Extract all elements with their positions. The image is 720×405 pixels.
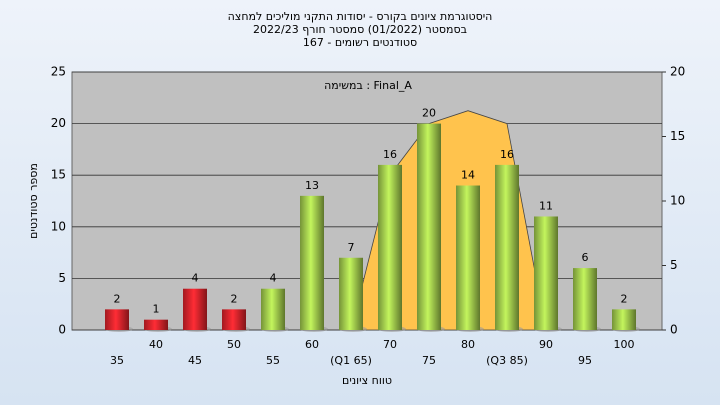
value-label: 1	[153, 303, 160, 316]
x-tick-label: 50	[227, 338, 241, 351]
bar	[534, 216, 558, 330]
bar	[417, 123, 441, 330]
x-axis-label: טווח ציונים	[342, 374, 392, 387]
value-label: 4	[270, 272, 277, 285]
bar	[261, 288, 285, 330]
y-axis-label: מספר סטודנטים	[27, 163, 40, 239]
value-label: 14	[461, 169, 475, 182]
y-tick-label: 15	[51, 168, 66, 182]
value-label: 4	[192, 272, 199, 285]
x-tick-label: 100	[614, 338, 635, 351]
y2-tick-label: 20	[670, 65, 685, 79]
bar	[183, 288, 207, 330]
x-tick-label: 35	[110, 354, 124, 367]
x-tick-label: 75	[422, 354, 436, 367]
value-label: 6	[582, 251, 589, 264]
x-tick-label: 80	[461, 338, 475, 351]
bar	[378, 164, 402, 330]
value-label: 2	[621, 292, 628, 305]
value-label: 16	[500, 148, 514, 161]
bar	[456, 185, 480, 330]
x-tick-label: 55	[266, 354, 280, 367]
y-tick-label: 20	[51, 116, 66, 130]
y-tick-label: 25	[51, 65, 66, 79]
bar	[573, 268, 597, 330]
x-tick-label: 40	[149, 338, 163, 351]
x-tick-label: (Q3 85)	[486, 354, 528, 367]
value-label: 7	[348, 241, 355, 254]
value-label: 13	[305, 179, 319, 192]
bar	[105, 309, 129, 330]
annotation: במשימה : Final_A	[324, 79, 412, 92]
y2-tick-label: 15	[670, 129, 685, 143]
value-label: 16	[383, 148, 397, 161]
bar	[222, 309, 246, 330]
x-tick-label: (Q1 65)	[330, 354, 372, 367]
chart-title: היסטוגרמת ציונים בקורס - יסודות התקני מו…	[228, 10, 493, 23]
chart-subtitle: בסמסטר (01/2022) סמסטר חורף 2022/23	[253, 23, 467, 36]
y-tick-label: 5	[58, 271, 66, 285]
value-label: 20	[422, 107, 436, 120]
y-tick-label: 10	[51, 219, 66, 233]
value-label: 2	[114, 292, 121, 305]
x-tick-label: 60	[305, 338, 319, 351]
bar	[339, 257, 363, 330]
y2-tick-label: 5	[670, 258, 678, 272]
y2-tick-label: 10	[670, 194, 685, 208]
chart-subtitle: סטודנטים רשומים - 167	[303, 36, 417, 49]
bar	[300, 195, 324, 330]
x-tick-label: 45	[188, 354, 202, 367]
y-tick-label: 0	[58, 323, 66, 337]
bar	[144, 319, 168, 330]
y2-tick-label: 0	[670, 323, 678, 337]
bar	[612, 309, 636, 330]
x-tick-label: 90	[539, 338, 553, 351]
value-label: 2	[231, 292, 238, 305]
value-label: 11	[539, 199, 553, 212]
x-tick-label: 95	[578, 354, 592, 367]
x-tick-label: 70	[383, 338, 397, 351]
bar	[495, 164, 519, 330]
